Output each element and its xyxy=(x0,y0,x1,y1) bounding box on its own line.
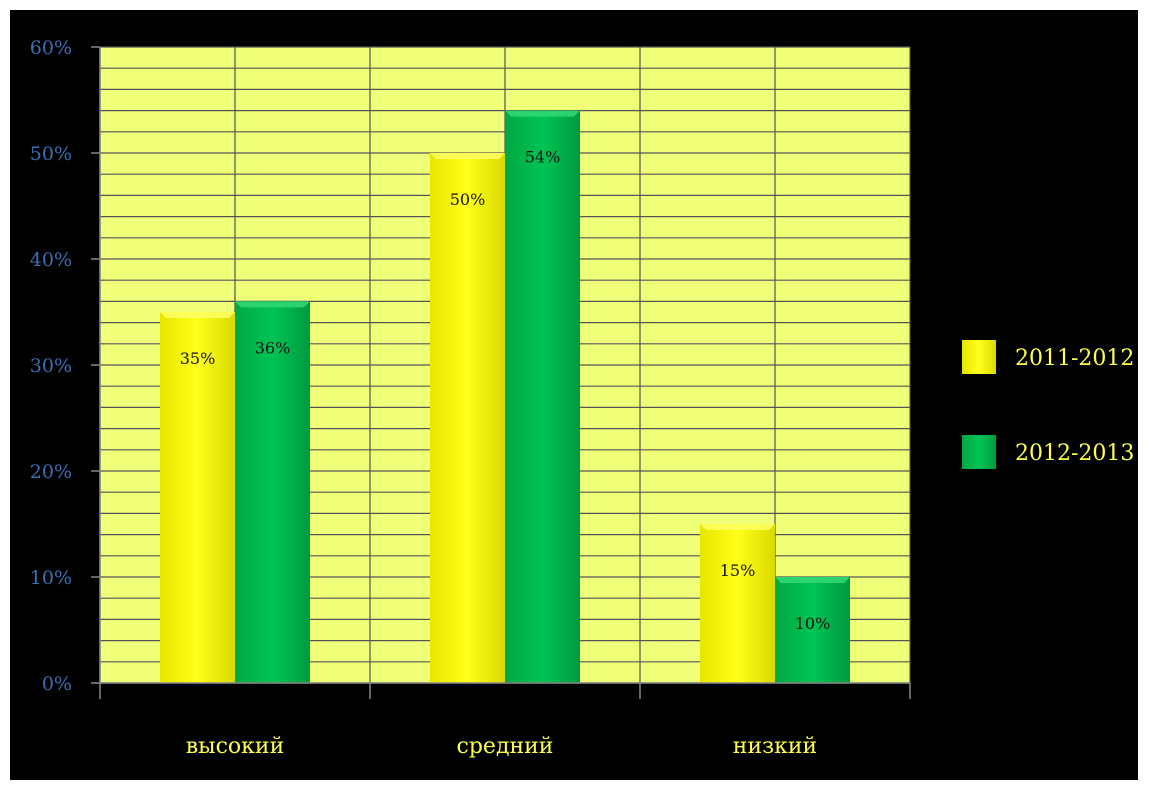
bar-series1-0 xyxy=(160,312,235,683)
bar-chart: высокий средний низкий 0% 10% 20% 30% 40% 50% 60%… xyxy=(30,37,1135,759)
legend-label: 2011-2012 xyxy=(1015,346,1134,371)
bar-bevel xyxy=(235,301,310,308)
bar-bevel xyxy=(160,312,235,318)
data-label: 36% xyxy=(255,338,291,357)
bar-series1-1 xyxy=(430,153,505,683)
legend-label: 2012-2013 xyxy=(1015,441,1134,466)
y-tick-label: 0% xyxy=(42,673,72,695)
bar-bevel xyxy=(700,524,775,530)
bar-bevel xyxy=(505,110,580,117)
x-tick-label: низкий xyxy=(733,734,817,759)
y-tick-label: 30% xyxy=(30,355,72,377)
legend-swatch xyxy=(962,340,996,374)
bars xyxy=(160,110,850,684)
data-label: 50% xyxy=(450,190,486,209)
y-tick-label: 40% xyxy=(30,249,72,271)
x-tick-label: высокий xyxy=(186,734,285,759)
bar-series2-2 xyxy=(775,577,850,683)
data-label: 54% xyxy=(525,148,561,167)
y-tick-label: 60% xyxy=(30,37,72,59)
y-tick-label: 50% xyxy=(30,143,72,165)
x-tick-label: средний xyxy=(457,734,554,759)
legend: 2011-2012 2012-2013 xyxy=(962,340,1134,469)
bar-series2-1 xyxy=(505,110,580,684)
bar-bevel xyxy=(775,577,850,583)
bar-series2-0 xyxy=(235,301,310,683)
y-tick-label: 10% xyxy=(30,567,72,589)
axes: высокий средний низкий 0% 10% 20% 30% 40% 50% 60% xyxy=(30,37,911,759)
data-label: 10% xyxy=(795,614,831,633)
data-label: 15% xyxy=(720,561,756,580)
chart-frame: высокий средний низкий 0% 10% 20% 30% 40% 50% 60%… xyxy=(10,10,1138,780)
data-labels: 35% 36% 50% 54% 15% 10% xyxy=(180,148,831,633)
legend-swatch xyxy=(962,435,996,469)
bar-bevel xyxy=(430,153,505,159)
bar-series1-2 xyxy=(700,524,775,683)
y-tick-label: 20% xyxy=(30,461,72,483)
data-label: 35% xyxy=(180,349,216,368)
